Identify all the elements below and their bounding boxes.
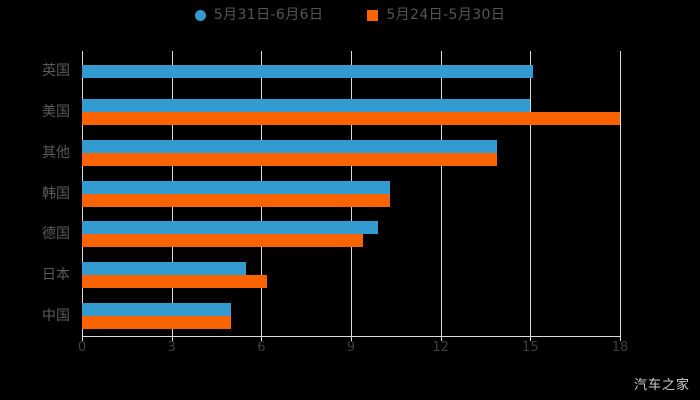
y-axis-label-德国: 德国	[42, 226, 70, 243]
gridline-12	[440, 51, 442, 336]
bar-美国-series1[interactable]	[82, 112, 620, 126]
bar-美国-series0[interactable]	[82, 99, 531, 113]
y-axis-label-其他: 其他	[42, 144, 70, 161]
x-tick-label-9: 9	[346, 340, 356, 355]
bar-日本-series1[interactable]	[82, 274, 268, 288]
bar-韩国-series1[interactable]	[82, 193, 390, 207]
gridline-18	[620, 51, 621, 336]
x-tick-3	[171, 336, 173, 341]
x-tick-label-15: 15	[522, 340, 539, 355]
x-tick-12	[440, 336, 442, 341]
bar-其他-series0[interactable]	[82, 139, 498, 153]
y-axis-label-韩国: 韩国	[42, 185, 70, 202]
legend-swatch-square-icon	[367, 9, 379, 21]
bar-日本-series0[interactable]	[82, 261, 247, 275]
x-tick-0	[82, 336, 83, 341]
bar-中国-series0[interactable]	[82, 302, 232, 316]
legend-item-0[interactable]: 5月31日-6月6日	[194, 7, 324, 23]
y-axis-label-英国: 英国	[42, 63, 70, 80]
x-tick-label-12: 12	[432, 340, 449, 355]
bar-英国-series0[interactable]	[82, 64, 534, 78]
bar-中国-series1[interactable]	[82, 315, 232, 329]
x-tick-label-3: 3	[167, 340, 176, 355]
chart-legend: 5月31日-6月6日 5月24日-5月30日	[0, 8, 700, 22]
bar-德国-series0[interactable]	[82, 221, 378, 235]
legend-swatch-circle-icon	[194, 9, 206, 21]
watermark: 汽车之家	[633, 378, 690, 393]
x-tick-label-18: 18	[611, 340, 629, 355]
y-axis-label-中国: 中国	[42, 307, 70, 324]
bar-德国-series1[interactable]	[82, 234, 363, 248]
bar-韩国-series0[interactable]	[82, 180, 390, 194]
x-tick-9	[351, 336, 352, 341]
x-tick-label-6: 6	[257, 340, 266, 355]
y-axis-label-日本: 日本	[42, 266, 70, 283]
y-axis-label-美国: 美国	[42, 104, 70, 121]
legend-label-0: 5月31日-6月6日	[213, 7, 324, 23]
legend-label-1: 5月24日-5月30日	[386, 7, 506, 23]
x-tick-18	[620, 336, 621, 341]
x-tick-label-0: 0	[77, 340, 87, 355]
bar-其他-series1[interactable]	[82, 152, 498, 166]
legend-item-1[interactable]: 5月24日-5月30日	[367, 8, 505, 22]
x-tick-15	[530, 336, 532, 341]
x-tick-6	[261, 336, 263, 341]
gridline-15	[530, 51, 532, 336]
